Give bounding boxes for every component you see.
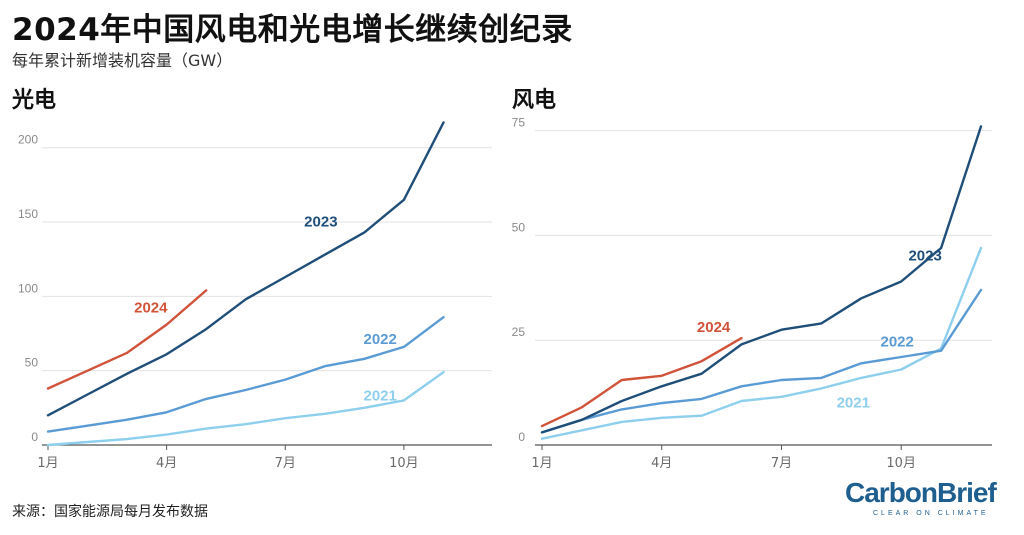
series-label-2024: 2024 <box>134 300 168 317</box>
y-tick-label: 0 <box>518 430 525 444</box>
series-label-2021: 2021 <box>837 394 870 411</box>
series-label-2021: 2021 <box>363 387 396 404</box>
x-tick-label: 4月 <box>156 456 177 471</box>
source-note: 来源：国家能源局每月发布数据 <box>12 504 208 520</box>
chart-subtitle: 每年累计新增装机容量（GW） <box>12 51 233 70</box>
series-line-2023 <box>540 125 983 434</box>
y-tick-label: 150 <box>18 207 38 221</box>
series-line-2022 <box>540 288 983 434</box>
y-tick-label: 200 <box>18 133 38 147</box>
y-tick-label: 25 <box>512 325 526 339</box>
series-label-2024: 2024 <box>697 319 731 336</box>
x-tick-label: 1月 <box>531 456 552 471</box>
x-tick-label: 1月 <box>37 456 58 471</box>
x-tick-label: 10月 <box>389 456 419 471</box>
logo-tagline: CLEAR ON CLIMATE <box>873 510 989 517</box>
x-tick-label: 7月 <box>275 456 296 471</box>
solar-panel-title: 光电 <box>12 88 57 113</box>
logo-wordmark: CarbonBrief <box>845 477 997 508</box>
carbonbrief-logo: CarbonBrief CLEAR ON CLIMATE <box>845 477 997 523</box>
y-tick-label: 0 <box>31 430 38 444</box>
solar-chart: 0 50 100 150 200 1月 4月 7月 10月 2021 2022 2023 2024 <box>18 121 492 471</box>
series-line-2022 <box>46 316 445 433</box>
series-line-2021 <box>540 246 983 440</box>
series-line-2024 <box>46 289 208 390</box>
x-tick-label: 4月 <box>651 456 672 471</box>
series-label-2023: 2023 <box>304 214 337 231</box>
y-tick-label: 100 <box>18 281 38 295</box>
wind-chart: 0 25 50 75 1月 4月 7月 10月 2021 2022 2023 2024 <box>512 116 992 471</box>
series-line-2024 <box>540 336 743 428</box>
y-tick-label: 75 <box>512 116 526 130</box>
y-tick-label: 50 <box>25 356 39 370</box>
series-label-2022: 2022 <box>363 331 396 348</box>
series-line-2023 <box>46 121 445 417</box>
x-tick-label: 7月 <box>771 456 792 471</box>
wind-panel-title: 风电 <box>512 88 557 113</box>
series-line-2021 <box>46 371 445 447</box>
x-tick-label: 10月 <box>886 456 916 471</box>
chart-title: 2024年中国风电和光电增长继续创纪录 <box>12 12 573 48</box>
series-label-2022: 2022 <box>881 333 914 350</box>
series-label-2023: 2023 <box>908 248 941 265</box>
y-tick-label: 50 <box>512 220 526 234</box>
